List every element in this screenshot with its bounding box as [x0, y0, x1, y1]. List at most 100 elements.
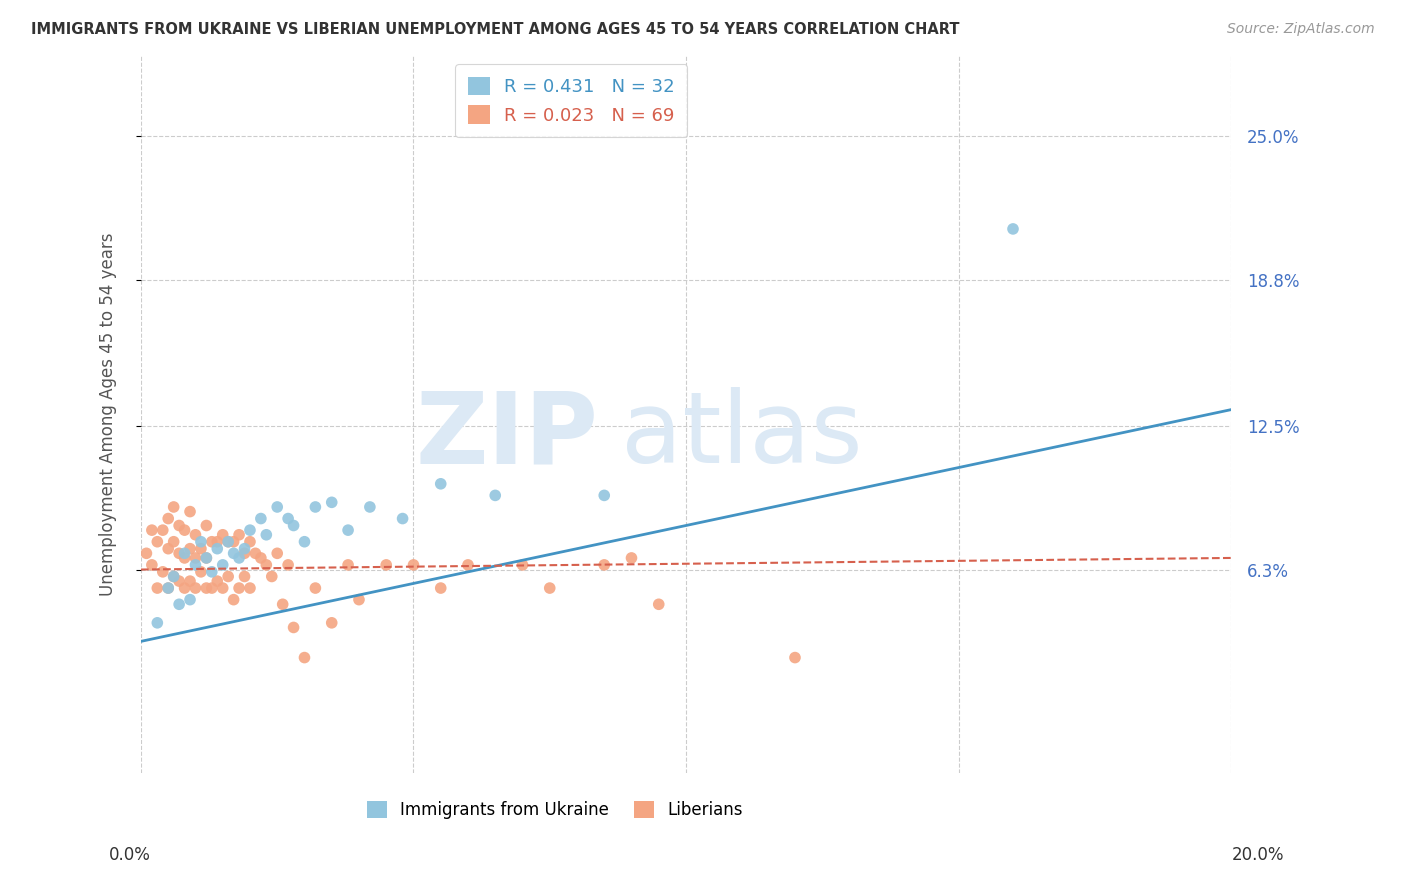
Point [146, 615, 169, 630]
Point [157, 511, 180, 525]
Point [190, 541, 212, 556]
Point [141, 558, 163, 572]
Text: atlas: atlas [620, 387, 862, 484]
Point [277, 511, 299, 525]
Point [201, 581, 224, 595]
Point [283, 518, 305, 533]
Point [337, 523, 360, 537]
Point [228, 528, 250, 542]
Point [375, 558, 398, 572]
Point [512, 558, 534, 572]
Point [254, 528, 277, 542]
Point [173, 581, 195, 595]
Point [429, 581, 451, 595]
Point [245, 546, 267, 560]
Point [146, 534, 169, 549]
Point [184, 528, 207, 542]
Legend: Immigrants from Ukraine, Liberians: Immigrants from Ukraine, Liberians [360, 795, 749, 826]
Point [211, 558, 233, 572]
Point [167, 546, 190, 560]
Point [184, 581, 207, 595]
Point [783, 650, 806, 665]
Point [217, 569, 239, 583]
Point [152, 523, 174, 537]
Point [163, 569, 186, 583]
Point [1001, 222, 1024, 236]
Point [457, 558, 479, 572]
Point [254, 558, 277, 572]
Point [195, 550, 218, 565]
Point [222, 546, 245, 560]
Point [179, 541, 201, 556]
Point [260, 569, 283, 583]
Point [184, 550, 207, 565]
Point [207, 534, 229, 549]
Point [233, 541, 256, 556]
Text: Source: ZipAtlas.com: Source: ZipAtlas.com [1227, 22, 1375, 37]
Point [207, 541, 229, 556]
Text: 20.0%: 20.0% [1232, 846, 1285, 863]
Point [239, 534, 262, 549]
Point [233, 546, 256, 560]
Point [228, 550, 250, 565]
Point [195, 518, 218, 533]
Point [157, 581, 180, 595]
Point [207, 574, 229, 588]
Point [239, 581, 262, 595]
Point [593, 488, 616, 502]
Point [304, 581, 326, 595]
Point [321, 495, 343, 509]
Point [135, 546, 157, 560]
Point [211, 528, 233, 542]
Point [222, 592, 245, 607]
Point [173, 546, 195, 560]
Point [266, 500, 288, 514]
Point [337, 558, 360, 572]
Text: IMMIGRANTS FROM UKRAINE VS LIBERIAN UNEMPLOYMENT AMONG AGES 45 TO 54 YEARS CORRE: IMMIGRANTS FROM UKRAINE VS LIBERIAN UNEM… [31, 22, 959, 37]
Text: 0.0%: 0.0% [108, 846, 150, 863]
Point [321, 615, 343, 630]
Point [402, 558, 425, 572]
Point [211, 581, 233, 595]
Point [277, 558, 299, 572]
Text: ZIP: ZIP [416, 387, 599, 484]
Point [391, 511, 413, 525]
Point [195, 581, 218, 595]
Point [201, 565, 224, 579]
Point [201, 534, 224, 549]
Point [266, 546, 288, 560]
Point [179, 574, 201, 588]
Point [250, 550, 273, 565]
Point [190, 534, 212, 549]
Point [157, 581, 180, 595]
Point [294, 650, 316, 665]
Point [593, 558, 616, 572]
Point [141, 523, 163, 537]
Point [152, 565, 174, 579]
Point [538, 581, 561, 595]
Point [233, 569, 256, 583]
Point [359, 500, 381, 514]
Point [304, 500, 326, 514]
Point [190, 565, 212, 579]
Point [217, 534, 239, 549]
Point [179, 592, 201, 607]
Y-axis label: Unemployment Among Ages 45 to 54 years: Unemployment Among Ages 45 to 54 years [100, 233, 117, 596]
Point [163, 500, 186, 514]
Point [484, 488, 506, 502]
Point [163, 534, 186, 549]
Point [228, 581, 250, 595]
Point [173, 550, 195, 565]
Point [179, 505, 201, 519]
Point [250, 511, 273, 525]
Point [222, 534, 245, 549]
Point [184, 558, 207, 572]
Point [217, 534, 239, 549]
Point [146, 581, 169, 595]
Point [239, 523, 262, 537]
Point [157, 541, 180, 556]
Point [648, 597, 671, 611]
Point [347, 592, 370, 607]
Point [167, 574, 190, 588]
Point [167, 597, 190, 611]
